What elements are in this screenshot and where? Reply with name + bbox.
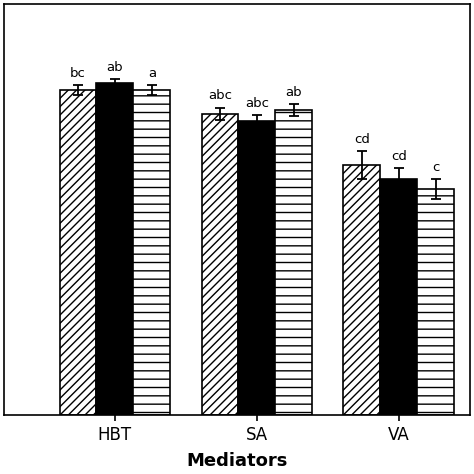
Text: abc: abc xyxy=(208,90,232,102)
Bar xyxy=(275,110,312,415)
Bar xyxy=(96,83,133,415)
X-axis label: Mediators: Mediators xyxy=(186,452,288,470)
Bar xyxy=(201,114,238,415)
Text: cd: cd xyxy=(354,133,370,146)
Bar xyxy=(381,179,417,415)
Text: a: a xyxy=(148,66,156,80)
Bar xyxy=(60,90,96,415)
Text: ab: ab xyxy=(107,61,123,73)
Bar xyxy=(133,90,170,415)
Bar xyxy=(238,120,275,415)
Text: c: c xyxy=(432,161,439,174)
Bar xyxy=(344,165,381,415)
Text: bc: bc xyxy=(70,66,86,80)
Text: abc: abc xyxy=(245,97,269,110)
Text: ab: ab xyxy=(285,86,302,99)
Bar xyxy=(417,189,454,415)
Text: cd: cd xyxy=(391,150,407,163)
